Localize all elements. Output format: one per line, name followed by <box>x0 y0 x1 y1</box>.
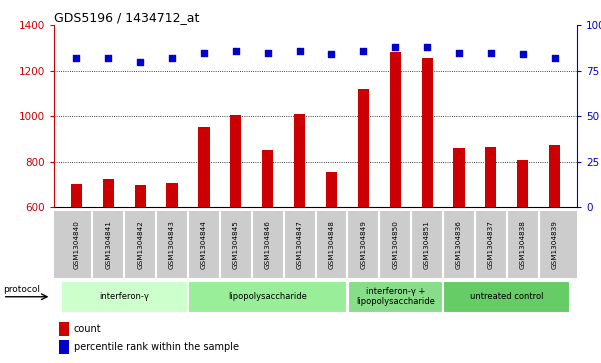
Bar <box>358 89 369 207</box>
Bar <box>166 183 178 207</box>
Text: interferon-γ +
lipopolysaccharide: interferon-γ + lipopolysaccharide <box>356 287 435 306</box>
Point <box>167 55 177 61</box>
Text: untreated control: untreated control <box>470 292 543 301</box>
Text: GSM1304843: GSM1304843 <box>169 220 175 269</box>
Point <box>199 50 209 56</box>
Text: GSM1304850: GSM1304850 <box>392 220 398 269</box>
Bar <box>389 52 401 207</box>
Point <box>72 55 81 61</box>
Bar <box>326 172 337 207</box>
Text: GSM1304846: GSM1304846 <box>264 220 270 269</box>
FancyBboxPatch shape <box>188 281 347 313</box>
Text: GSM1304838: GSM1304838 <box>520 220 526 269</box>
Bar <box>517 160 528 207</box>
Text: protocol: protocol <box>2 285 40 294</box>
Text: GSM1304841: GSM1304841 <box>105 220 111 269</box>
Text: GSM1304840: GSM1304840 <box>73 220 79 269</box>
Bar <box>135 185 146 207</box>
Bar <box>549 145 560 207</box>
Bar <box>485 147 496 207</box>
Bar <box>294 114 305 207</box>
Point <box>423 44 432 50</box>
Text: GSM1304837: GSM1304837 <box>488 220 494 269</box>
Point <box>550 55 560 61</box>
Text: GDS5196 / 1434712_at: GDS5196 / 1434712_at <box>54 11 200 24</box>
Bar <box>59 340 69 354</box>
Point <box>294 48 304 54</box>
Text: percentile rank within the sample: percentile rank within the sample <box>74 342 239 352</box>
Bar <box>262 150 273 207</box>
Bar <box>453 148 465 207</box>
Point <box>231 48 240 54</box>
Text: GSM1304839: GSM1304839 <box>552 220 558 269</box>
Bar <box>71 184 82 207</box>
FancyBboxPatch shape <box>348 281 443 313</box>
Point <box>518 52 528 57</box>
Bar <box>103 179 114 207</box>
Bar <box>198 127 210 207</box>
Text: interferon-γ: interferon-γ <box>99 292 149 301</box>
Text: GSM1304848: GSM1304848 <box>329 220 335 269</box>
Point <box>327 52 337 57</box>
FancyBboxPatch shape <box>61 281 188 313</box>
Text: GSM1304842: GSM1304842 <box>137 220 143 269</box>
FancyBboxPatch shape <box>444 281 570 313</box>
Text: GSM1304844: GSM1304844 <box>201 220 207 269</box>
Text: GSM1304849: GSM1304849 <box>361 220 367 269</box>
Text: GSM1304851: GSM1304851 <box>424 220 430 269</box>
Bar <box>421 58 433 207</box>
Point <box>135 59 145 65</box>
Point <box>263 50 272 56</box>
Point <box>486 50 496 56</box>
Point <box>454 50 464 56</box>
Point <box>391 44 400 50</box>
Text: GSM1304845: GSM1304845 <box>233 220 239 269</box>
Text: GSM1304847: GSM1304847 <box>296 220 302 269</box>
Bar <box>230 115 242 207</box>
Point <box>359 48 368 54</box>
Point <box>103 55 113 61</box>
Text: lipopolysaccharide: lipopolysaccharide <box>228 292 307 301</box>
Text: count: count <box>74 324 102 334</box>
Bar <box>59 322 69 336</box>
Text: GSM1304836: GSM1304836 <box>456 220 462 269</box>
